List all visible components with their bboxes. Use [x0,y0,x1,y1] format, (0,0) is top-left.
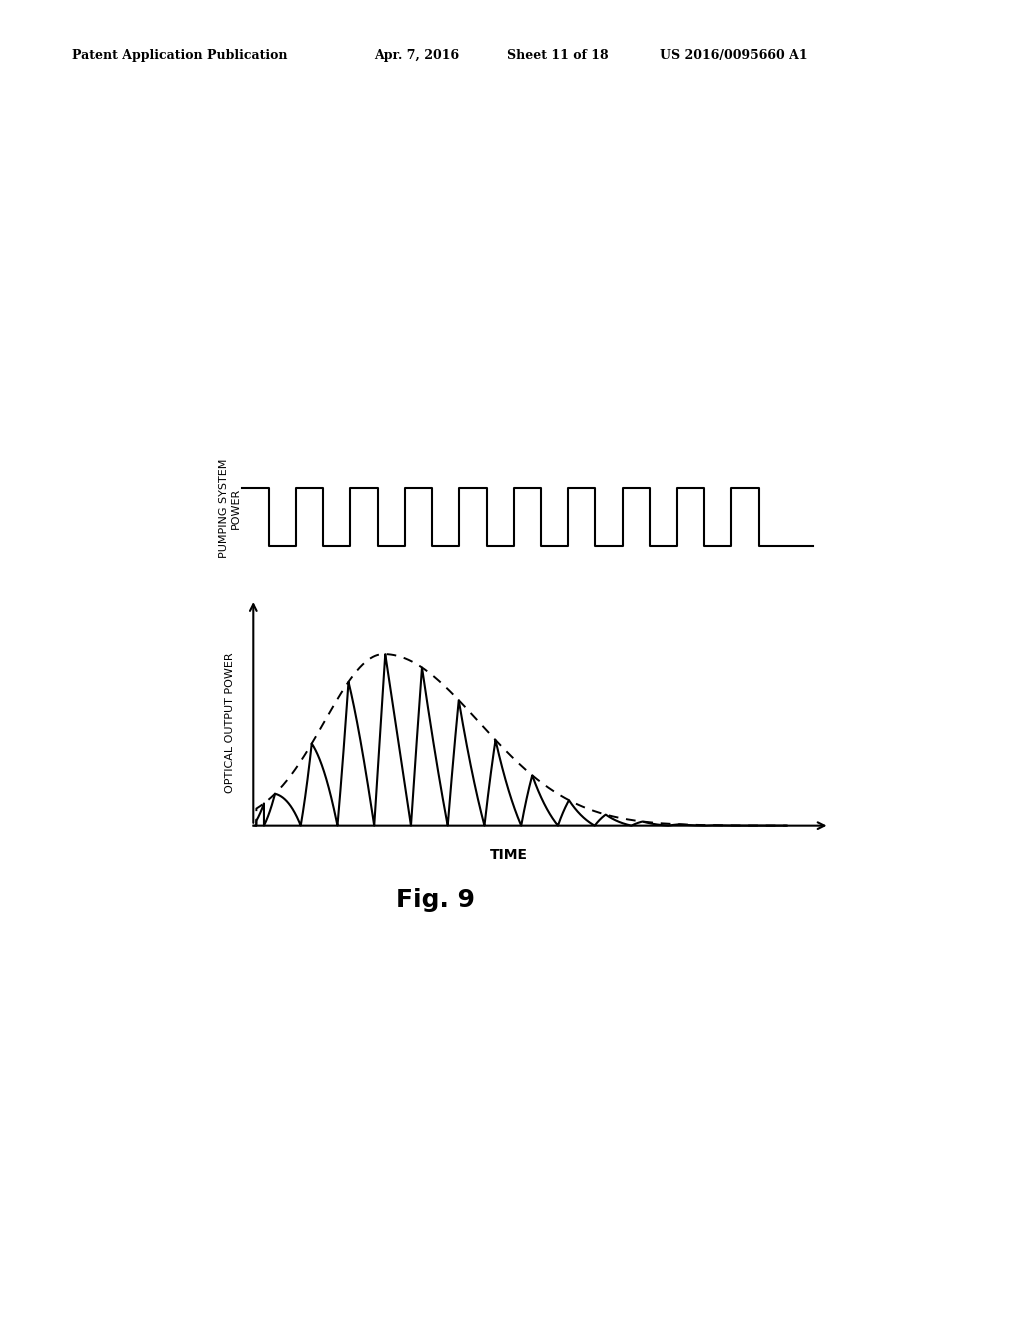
Text: Patent Application Publication: Patent Application Publication [72,49,287,62]
Text: US 2016/0095660 A1: US 2016/0095660 A1 [660,49,808,62]
Y-axis label: PUMPING SYSTEM
POWER: PUMPING SYSTEM POWER [219,458,241,558]
Text: Fig. 9: Fig. 9 [395,888,475,912]
Text: Sheet 11 of 18: Sheet 11 of 18 [507,49,608,62]
Text: TIME: TIME [490,847,528,862]
Y-axis label: OPTICAL OUTPUT POWER: OPTICAL OUTPUT POWER [225,652,234,793]
Text: Apr. 7, 2016: Apr. 7, 2016 [374,49,459,62]
